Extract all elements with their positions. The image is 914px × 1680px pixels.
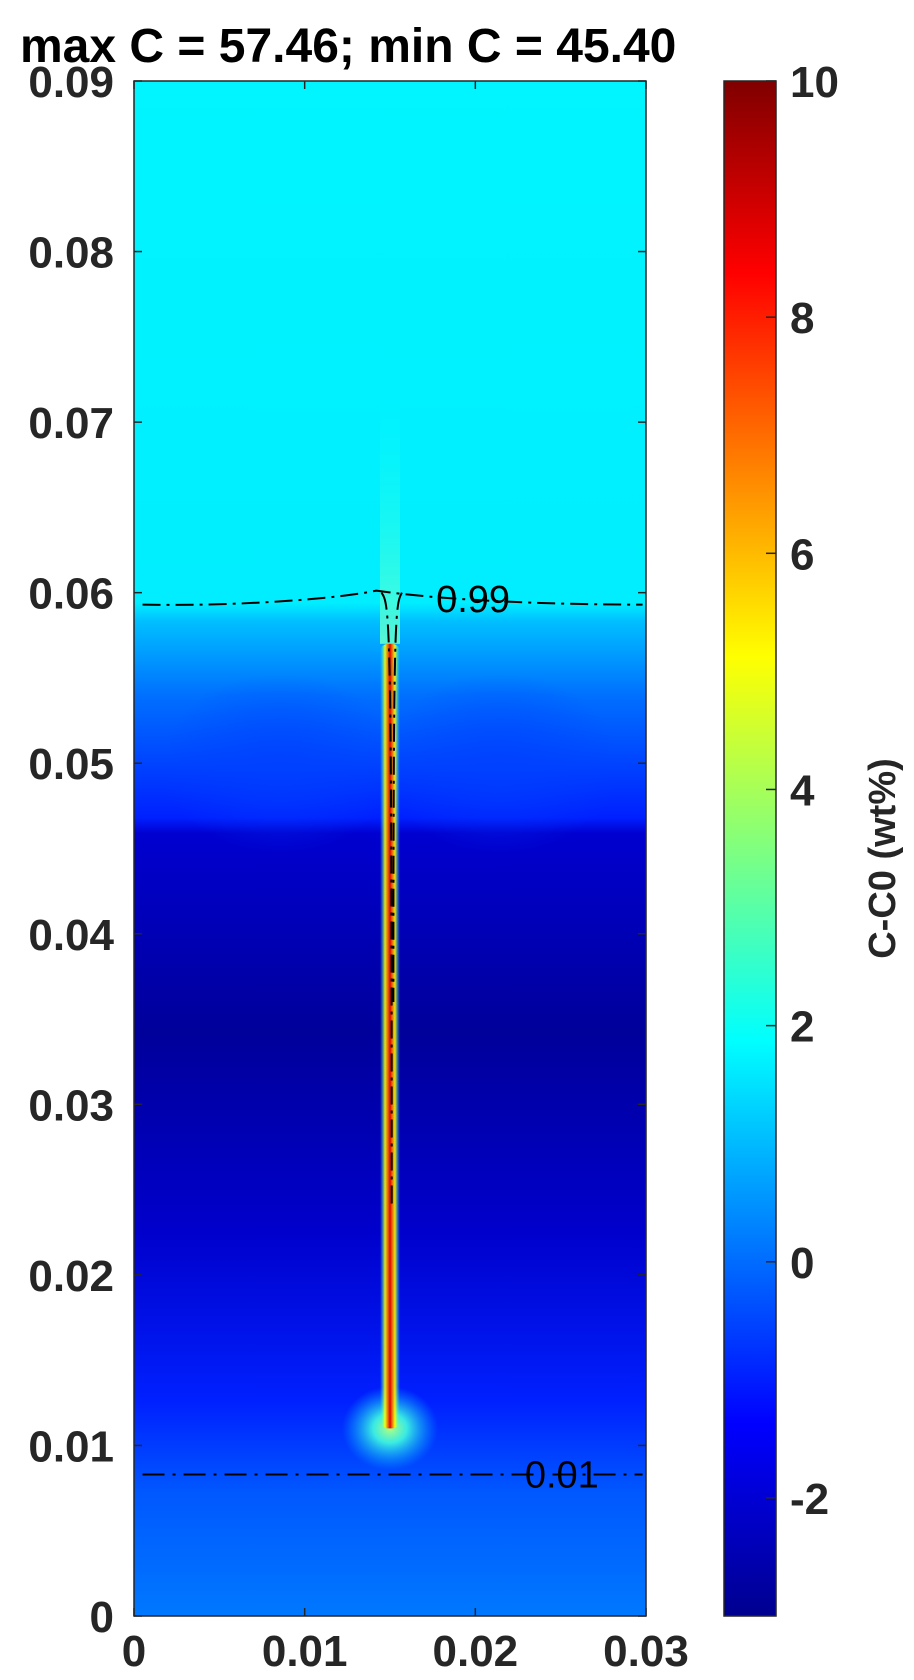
x-tick-label: 0.02	[433, 1627, 519, 1676]
x-tick-label: 0	[122, 1627, 146, 1676]
colorbar-tick-label: 8	[790, 294, 814, 343]
segregation-channel	[380, 643, 400, 1429]
channel-plume	[380, 388, 400, 644]
colorbar-tick-label: 0	[790, 1239, 814, 1288]
x-tick-label: 0.01	[262, 1627, 348, 1676]
y-tick-label: 0.09	[28, 58, 114, 107]
contour-label-0.01: 0.01	[525, 1454, 599, 1496]
y-tick-label: 0	[90, 1593, 114, 1642]
contour-line-0.99-channel	[380, 592, 403, 1207]
y-tick-label: 0.06	[28, 570, 114, 619]
colorbar-tick-label: 2	[790, 1003, 814, 1052]
y-axis: 0 0.01 0.02 0.03 0.04 0.05 0.06 0.07 0.08 0.09	[28, 58, 646, 1642]
plot-frame	[133, 80, 647, 1617]
y-tick-label: 0.08	[28, 229, 114, 278]
colorbar	[723, 80, 777, 1617]
chart-title: max C = 57.46; min C = 45.40	[20, 20, 676, 73]
colorbar-label: C-C0 (wt%)	[862, 758, 904, 959]
field-lobe-right	[380, 673, 620, 854]
y-tick-label: 0.01	[28, 1422, 114, 1471]
colorbar-tick-label: -2	[790, 1475, 829, 1524]
colorbar-axis: -2 0 2 4 6 8 10	[766, 58, 839, 1524]
y-tick-label: 0.05	[28, 740, 114, 789]
colorbar-tick-label: 10	[790, 58, 839, 107]
plot-area	[134, 81, 646, 1616]
contour-label-0.99: 0.99	[436, 579, 510, 621]
colorbar-tick-label: 4	[790, 766, 815, 815]
y-tick-label: 0.03	[28, 1081, 114, 1130]
y-tick-label: 0.07	[28, 399, 114, 448]
contour-line-0.99	[142, 589, 643, 606]
field-lobe-left	[160, 673, 400, 854]
x-tick-label: 0.03	[603, 1627, 689, 1676]
colorbar-tick-label: 6	[790, 530, 814, 579]
x-axis: 0 0.01 0.02 0.03	[122, 81, 689, 1676]
y-tick-label: 0.02	[28, 1252, 114, 1301]
y-tick-label: 0.04	[28, 911, 114, 960]
